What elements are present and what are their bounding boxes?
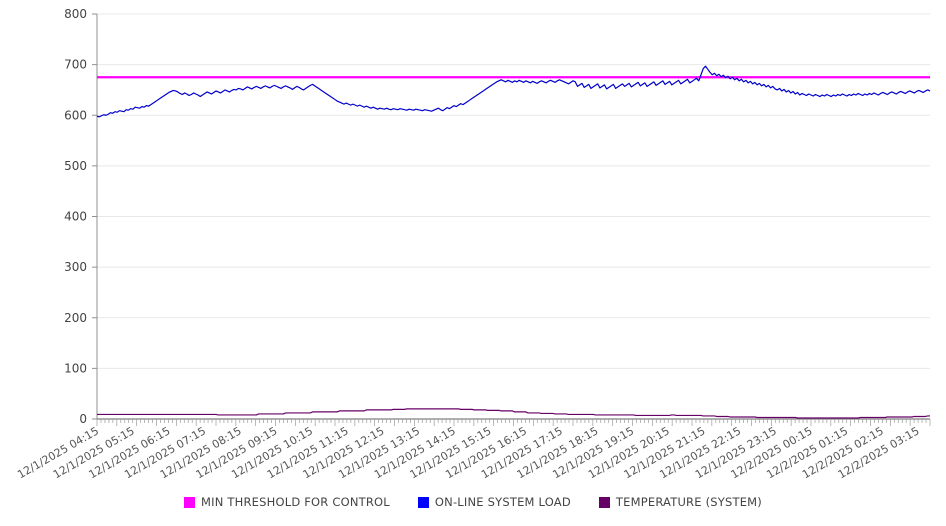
chart-legend: MIN THRESHOLD FOR CONTROL ON-LINE SYSTEM… — [0, 495, 946, 509]
gridlines-group — [92, 13, 930, 420]
svg-text:100: 100 — [64, 361, 87, 375]
legend-label-temperature: TEMPERATURE (SYSTEM) — [615, 495, 762, 509]
data-series-group — [96, 65, 931, 419]
legend-swatch-temperature — [598, 496, 610, 508]
line-chart-plot: 0 100 200 300 400 500 600 700 800 12/1/2025 04:1… — [15, 7, 931, 481]
legend-item-online-system-load[interactable]: ON-LINE SYSTEM LOAD — [417, 495, 571, 509]
svg-text:800: 800 — [64, 7, 87, 21]
svg-text:600: 600 — [64, 108, 87, 122]
svg-text:700: 700 — [64, 58, 87, 72]
svg-text:500: 500 — [64, 159, 87, 173]
svg-text:400: 400 — [64, 210, 87, 224]
x-axis-minor-ticks — [96, 419, 931, 426]
svg-text:0: 0 — [79, 412, 87, 426]
y-axis-tick-labels: 0 100 200 300 400 500 600 700 800 — [64, 7, 87, 426]
svg-text:300: 300 — [64, 260, 87, 274]
legend-swatch-online-system-load — [417, 496, 429, 508]
legend-label-online-system-load: ON-LINE SYSTEM LOAD — [434, 495, 571, 509]
legend-label-min-threshold: MIN THRESHOLD FOR CONTROL — [201, 495, 390, 509]
legend-item-min-threshold[interactable]: MIN THRESHOLD FOR CONTROL — [184, 495, 390, 509]
legend-swatch-min-threshold — [184, 496, 196, 508]
legend-item-temperature[interactable]: TEMPERATURE (SYSTEM) — [598, 495, 762, 509]
svg-text:200: 200 — [64, 311, 87, 325]
